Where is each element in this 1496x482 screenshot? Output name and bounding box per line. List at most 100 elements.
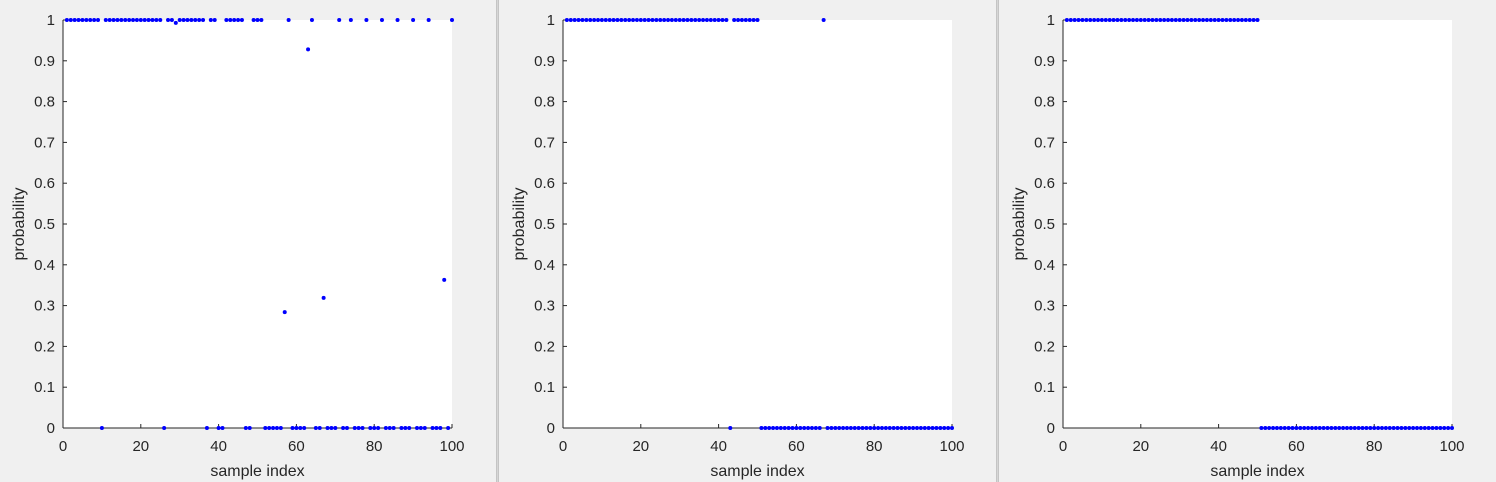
- scatter-plot-3: 0 0.1 0.2 0.3 0.4 0.5 0.6 0.7 0.8 0.9 1 0 20 40 60 80 10…: [1011, 12, 1465, 480]
- data-point: [259, 18, 264, 22]
- data-point: [584, 18, 589, 22]
- data-point: [938, 426, 943, 430]
- data-point: [267, 426, 272, 430]
- data-point: [1263, 426, 1268, 430]
- data-point: [1259, 426, 1264, 430]
- data-point: [1360, 426, 1365, 430]
- data-point: [767, 426, 772, 430]
- data-point: [1220, 18, 1225, 22]
- data-point: [1158, 18, 1163, 22]
- data-point: [926, 426, 931, 430]
- data-point: [872, 426, 877, 430]
- data-point: [197, 18, 202, 22]
- data-point: [1290, 426, 1295, 430]
- data-point: [751, 18, 756, 22]
- data-point: [185, 18, 190, 22]
- data-point: [852, 426, 857, 430]
- data-point: [1193, 18, 1198, 22]
- data-point: [1142, 18, 1147, 22]
- data-point: [1154, 18, 1159, 22]
- data-point: [860, 426, 865, 430]
- data-point: [662, 18, 667, 22]
- data-point: [321, 295, 326, 300]
- data-point: [399, 426, 404, 430]
- data-point: [1426, 426, 1431, 430]
- data-point: [96, 18, 101, 22]
- data-point: [146, 18, 151, 22]
- data-point: [344, 426, 349, 430]
- data-point: [1146, 18, 1151, 22]
- data-point: [1115, 18, 1120, 22]
- y-tick-label: 0.3: [534, 298, 555, 315]
- data-point: [418, 426, 423, 430]
- data-point: [895, 426, 900, 430]
- data-point: [724, 18, 729, 22]
- data-point: [887, 426, 892, 430]
- scatter-plot-1: 0 0.1 0.2 0.3 0.4 0.5 0.6 0.7 0.8 0.9 1 0 20 40 60 80 10…: [11, 12, 465, 480]
- data-point: [809, 426, 814, 430]
- data-point: [407, 426, 412, 430]
- x-tick-label: 0: [559, 438, 567, 455]
- data-point: [611, 18, 616, 22]
- data-point: [1368, 426, 1373, 430]
- plot-area: [63, 20, 452, 428]
- data-point: [162, 426, 167, 430]
- data-point: [942, 426, 947, 430]
- data-point: [306, 47, 311, 52]
- data-point: [763, 426, 768, 430]
- data-point: [1228, 18, 1233, 22]
- data-point: [286, 18, 291, 22]
- x-tick-label: 20: [632, 438, 649, 455]
- data-point: [341, 426, 346, 430]
- data-point: [631, 18, 636, 22]
- data-point: [907, 426, 912, 430]
- data-point: [72, 18, 77, 22]
- data-point: [216, 426, 221, 430]
- data-point: [1278, 426, 1283, 430]
- y-tick-label: 0.5: [34, 216, 55, 233]
- data-point: [309, 18, 314, 22]
- data-point: [88, 18, 93, 22]
- data-point: [1271, 426, 1276, 430]
- data-point: [603, 18, 608, 22]
- data-point: [646, 18, 651, 22]
- data-point: [1107, 18, 1112, 22]
- data-point: [263, 426, 268, 430]
- x-tick-label: 80: [866, 438, 883, 455]
- data-point: [1341, 426, 1346, 430]
- data-point: [352, 426, 357, 430]
- data-point: [1379, 426, 1384, 430]
- data-point: [173, 20, 178, 25]
- data-point: [580, 18, 585, 22]
- x-tick-label: 100: [1439, 438, 1464, 455]
- y-tick-label: 0.5: [534, 216, 555, 233]
- data-point: [1286, 426, 1291, 430]
- y-tick-label: 0: [47, 420, 55, 437]
- panel-divider-1[interactable]: [496, 0, 499, 482]
- data-point: [1294, 426, 1299, 430]
- data-point: [134, 18, 139, 22]
- data-point: [1356, 426, 1361, 430]
- data-point: [255, 18, 260, 22]
- data-point: [1422, 426, 1427, 430]
- panel-divider-2[interactable]: [996, 0, 999, 482]
- data-point: [356, 426, 361, 430]
- data-point: [1298, 426, 1303, 430]
- data-point: [181, 18, 186, 22]
- data-point: [588, 18, 593, 22]
- data-point: [1372, 426, 1377, 430]
- data-point: [689, 18, 694, 22]
- data-point: [899, 426, 904, 430]
- data-point: [771, 426, 776, 430]
- y-tick-label: 0.7: [534, 134, 555, 151]
- data-point: [212, 18, 217, 22]
- y-tick-label: 0.6: [534, 175, 555, 192]
- data-point: [434, 426, 439, 430]
- data-point: [1434, 426, 1439, 430]
- y-tick-label: 0.6: [34, 175, 55, 192]
- data-point: [720, 18, 725, 22]
- data-point: [677, 18, 682, 22]
- data-point: [599, 18, 604, 22]
- data-point: [794, 426, 799, 430]
- data-point: [642, 18, 647, 22]
